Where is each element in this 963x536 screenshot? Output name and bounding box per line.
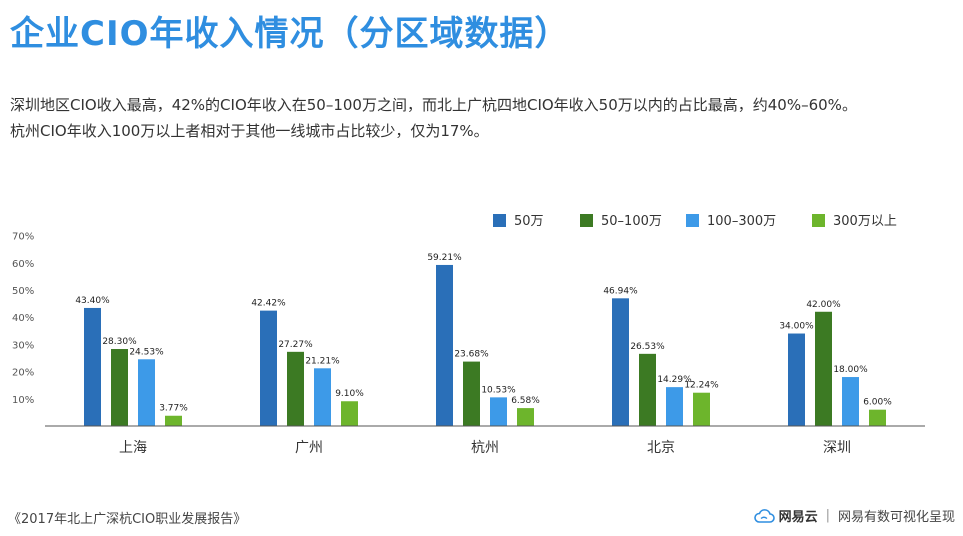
data-label: 14.29%: [657, 375, 692, 385]
data-label: 34.00%: [779, 322, 814, 332]
cloud-icon: [753, 508, 775, 523]
bar-北京-2: [639, 353, 656, 426]
bar-深圳-1: [788, 333, 805, 426]
bar-上海-2: [111, 349, 128, 426]
brand-name: 网易云: [778, 510, 818, 525]
bar-北京-1: [612, 298, 629, 426]
data-label: 21.21%: [305, 356, 340, 366]
bar-北京-3: [666, 387, 683, 426]
bar-北京-4: [693, 392, 710, 426]
data-label: 9.10%: [335, 389, 364, 399]
bar-深圳-3: [842, 377, 859, 426]
data-label: 42.00%: [806, 300, 841, 310]
page-title: 企业CIO年收入情况（分区域数据）: [10, 14, 570, 54]
data-label: 23.68%: [454, 350, 489, 360]
bar-上海-1: [84, 307, 101, 426]
bar-杭州-1: [436, 264, 453, 426]
x-tick-label: 北京: [647, 440, 675, 456]
data-label: 46.94%: [603, 286, 638, 296]
legend-label-2: 50–100万: [601, 214, 662, 229]
y-tick-label: 50%: [12, 286, 34, 297]
data-label: 6.00%: [863, 398, 892, 408]
data-label: 3.77%: [159, 404, 188, 414]
legend-swatch-2: [580, 214, 593, 227]
bar-深圳-2: [815, 311, 832, 426]
description-line-1: 深圳地区CIO收入最高，42%的CIO年收入在50–100万之间，而北上广杭四地…: [10, 96, 857, 114]
bar-上海-4: [165, 415, 182, 426]
data-label: 18.00%: [833, 365, 868, 375]
description-line-2: 杭州CIO年收入100万以上者相对于其他一线城市占比较少，仅为17%。: [10, 122, 489, 140]
data-label: 26.53%: [630, 342, 665, 352]
x-tick-label: 深圳: [823, 440, 851, 456]
legend-swatch-4: [812, 214, 825, 227]
bar-深圳-4: [869, 409, 886, 426]
data-label: 27.27%: [278, 340, 313, 350]
footer-divider: |: [825, 508, 830, 523]
data-label: 43.40%: [75, 296, 110, 306]
y-tick-label: 20%: [12, 368, 34, 379]
bar-杭州-3: [490, 397, 507, 426]
bar-广州-1: [260, 310, 277, 426]
data-label: 6.58%: [511, 396, 540, 406]
legend-label-3: 100–300万: [707, 214, 776, 229]
data-label: 10.53%: [481, 385, 516, 395]
source-note: 《2017年北上广深杭CIO职业发展报告》: [8, 512, 247, 527]
data-label: 24.53%: [129, 347, 164, 357]
bar-广州-2: [287, 351, 304, 426]
y-tick-label: 10%: [12, 395, 34, 406]
legend-label-4: 300万以上: [833, 214, 897, 229]
bars: 43.40% 28.30%24.53% 3.77% 42.42% 27.27% 21.21…: [75, 253, 892, 426]
x-tick-label: 杭州: [471, 440, 499, 456]
data-label: 12.24%: [684, 381, 719, 391]
y-tick-label: 60%: [12, 259, 34, 270]
bar-杭州-4: [517, 408, 534, 426]
legend-swatch-3: [686, 214, 699, 227]
chart-description: 深圳地区CIO收入最高，42%的CIO年收入在50–100万之间，而北上广杭四地…: [10, 92, 955, 144]
bar-广州-4: [341, 401, 358, 426]
y-axis: 10% 20% 30% 40% 50% 60% 70%: [12, 232, 34, 406]
bar-杭州-2: [463, 361, 480, 426]
y-tick-label: 30%: [12, 340, 34, 351]
y-tick-label: 40%: [12, 313, 34, 324]
bar-广州-3: [314, 368, 331, 426]
grouped-bar-chart: 50万 50–100万 100–300万 300万以上 10% 20% 30% 40% 50%…: [12, 214, 925, 456]
brand-tagline: 网易有数可视化呈现: [837, 510, 955, 525]
x-tick-label: 上海: [119, 440, 147, 456]
data-label: 59.21%: [427, 253, 462, 263]
chart-legend: 50万 50–100万 100–300万 300万以上: [493, 214, 897, 229]
data-label: 42.42%: [251, 299, 286, 309]
bar-上海-3: [138, 359, 155, 426]
legend-swatch-1: [493, 214, 506, 227]
x-tick-label: 广州: [295, 440, 323, 456]
footer-brand: 网易云 | 网易有数可视化呈现: [753, 506, 955, 525]
y-tick-label: 70%: [12, 232, 34, 243]
data-label: 28.30%: [102, 337, 137, 347]
x-axis: 上海 广州 杭州 北京 深圳: [45, 425, 925, 456]
legend-label-1: 50万: [514, 214, 544, 229]
